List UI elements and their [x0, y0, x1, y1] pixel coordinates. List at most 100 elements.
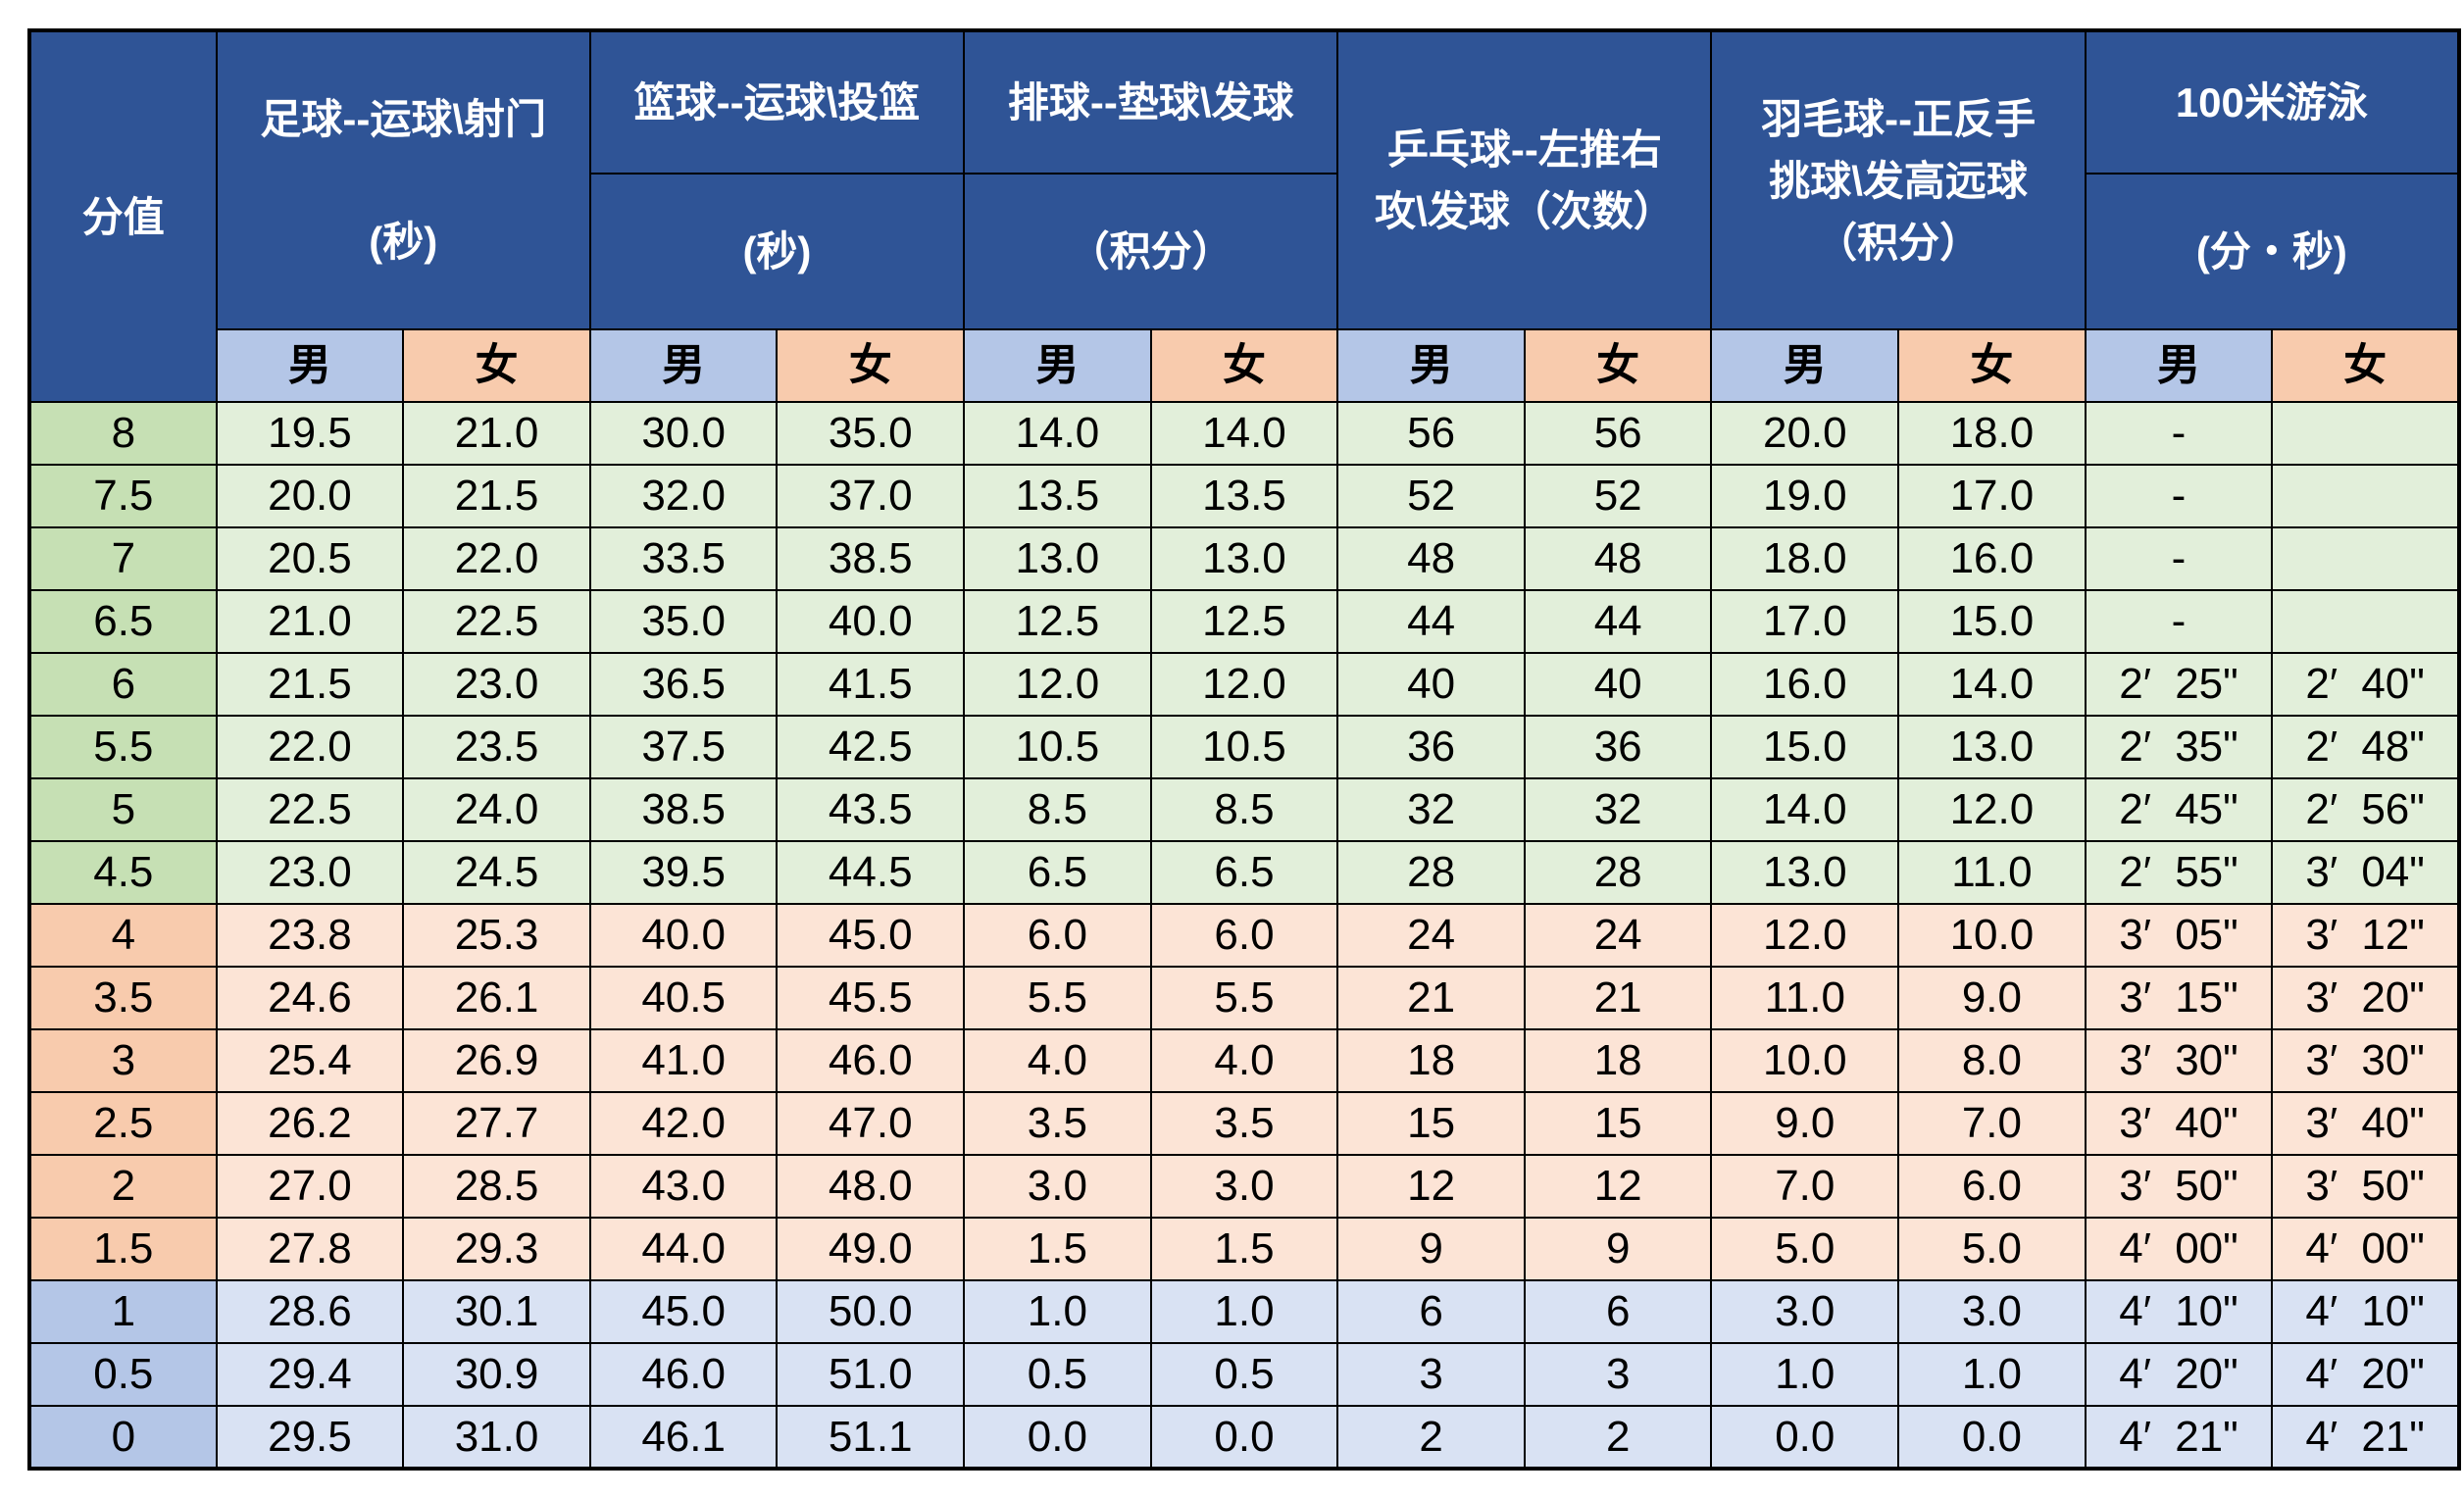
data-cell: 18 — [1336, 1028, 1526, 1093]
data-cell: 40.0 — [588, 903, 779, 968]
table-row-score-4: 4 23.8 25.3 40.0 45.0 6.0 6.0 24 24 12.0 10.0 3′ 05… — [28, 903, 2460, 968]
data-cell: 37.0 — [776, 464, 966, 528]
table-row-score-6.5: 6.5 21.0 22.5 35.0 40.0 12.5 12.5 44 44 17.0 15.0- — [28, 589, 2460, 654]
data-cell: 0.0 — [1149, 1405, 1339, 1470]
data-cell: 24 — [1336, 903, 1526, 968]
data-cell: 36 — [1523, 715, 1713, 779]
data-cell: - — [2084, 526, 2274, 591]
data-cell: 22.0 — [402, 526, 591, 591]
table-row-score-3.5: 3.5 24.6 26.1 40.5 45.5 5.5 5.5 21 21 11.0 9.0 3′ 1… — [28, 966, 2460, 1030]
data-cell: 44 — [1523, 589, 1713, 654]
gender-header-male-swimming: 男 — [2084, 328, 2274, 403]
data-cell: - — [2084, 589, 2274, 654]
data-cell: 31.0 — [402, 1405, 591, 1470]
data-cell: 26.2 — [215, 1091, 405, 1156]
data-cell: 14.0 — [1710, 777, 1900, 842]
gender-header-female-volleyball: 女 — [1149, 328, 1339, 403]
data-cell: 21 — [1523, 966, 1713, 1030]
data-cell: 1.5 — [1149, 1217, 1339, 1281]
table-row-score-0: 0 29.5 31.0 46.1 51.1 0.0 0.0 2 2 0.0 0.0 4′ 21" 4′ … — [28, 1405, 2460, 1470]
data-cell: 3.5 — [1149, 1091, 1339, 1156]
data-cell: 5.0 — [1710, 1217, 1900, 1281]
data-cell: 1.0 — [1710, 1342, 1900, 1407]
data-cell: 2′ 35" — [2084, 715, 2274, 779]
data-cell: 28 — [1523, 840, 1713, 905]
data-cell: 3.0 — [963, 1154, 1152, 1219]
data-cell: 45.0 — [776, 903, 966, 968]
data-cell: 18 — [1523, 1028, 1713, 1093]
data-cell: 29.5 — [215, 1405, 405, 1470]
data-cell: 22.5 — [215, 777, 405, 842]
data-cell: 43.0 — [588, 1154, 779, 1219]
group-title-line: 乒乓球--左推右 — [1386, 126, 1662, 173]
score-cell: 7 — [28, 526, 218, 591]
table-row-score-1: 1 28.6 30.1 45.0 50.0 1.0 1.0 6 6 3.0 3.0 4′ 10" 4′ … — [28, 1279, 2460, 1344]
data-cell: 22.5 — [402, 589, 591, 654]
header-row-groups: 分值 足球--运球\射门 (秒) 篮球--运球\投篮 排球--垫球\发球 乒乓球… — [28, 29, 2461, 403]
data-cell: 30.9 — [402, 1342, 591, 1407]
data-cell: 23.0 — [402, 652, 591, 717]
data-cell: 3′ 04" — [2271, 840, 2460, 905]
data-cell: 17.0 — [1710, 589, 1900, 654]
data-cell: 3′ 20" — [2271, 966, 2460, 1030]
data-cell: 11.0 — [1897, 840, 2087, 905]
data-cell: 5.0 — [1897, 1217, 2087, 1281]
data-cell: 36 — [1336, 715, 1526, 779]
data-cell: 6.0 — [963, 903, 1152, 968]
group-title-line: 攻\发球（次数） — [1375, 188, 1675, 234]
score-table: 分值 足球--运球\射门 (秒) 篮球--运球\投篮 排球--垫球\发球 乒乓球… — [27, 28, 2461, 1471]
data-cell: 6.5 — [963, 840, 1152, 905]
group-title-line: 足球--运球\射门 — [260, 96, 547, 142]
score-cell: 0.5 — [28, 1342, 218, 1407]
group-header-badminton-lines: 羽毛球--正反手 挑球\发高远球 （积分） — [1713, 88, 2083, 274]
data-cell: 3′ 50" — [2084, 1154, 2274, 1219]
data-cell — [2271, 464, 2460, 528]
data-cell — [2271, 589, 2460, 654]
data-cell: 1.5 — [963, 1217, 1152, 1281]
data-cell: 25.4 — [215, 1028, 405, 1093]
data-cell: 21 — [1336, 966, 1526, 1030]
data-cell: 51.0 — [776, 1342, 966, 1407]
score-cell: 5.5 — [28, 715, 218, 779]
data-cell: 15.0 — [1897, 589, 2087, 654]
data-cell: 6 — [1336, 1279, 1526, 1344]
data-cell: 35.0 — [776, 401, 966, 466]
data-cell: 0.0 — [1897, 1405, 2087, 1470]
data-cell: 15 — [1523, 1091, 1713, 1156]
data-cell: 26.1 — [402, 966, 591, 1030]
data-cell: 10.0 — [1897, 903, 2087, 968]
score-cell: 0 — [28, 1405, 218, 1470]
header-row-units: (秒) （积分） (分・秒) — [29, 173, 2461, 330]
data-cell: 45.5 — [776, 966, 966, 1030]
data-cell: 32 — [1336, 777, 1526, 842]
data-cell: 2′ 25" — [2084, 652, 2274, 717]
data-cell: 33.5 — [588, 526, 779, 591]
group-header-football: 足球--运球\射门 (秒) — [215, 29, 591, 330]
data-cell: 3.0 — [1710, 1279, 1900, 1344]
data-cell: 41.0 — [588, 1028, 779, 1093]
data-cell: 22.0 — [215, 715, 405, 779]
data-cell: 41.5 — [776, 652, 966, 717]
data-cell: 35.0 — [588, 589, 779, 654]
data-cell: 4′ 00" — [2084, 1217, 2274, 1281]
data-cell: 5.5 — [963, 966, 1152, 1030]
data-cell: 9.0 — [1710, 1091, 1900, 1156]
data-cell: 52 — [1523, 464, 1713, 528]
data-cell: 10.5 — [1149, 715, 1339, 779]
data-cell: 46.1 — [588, 1405, 779, 1470]
data-cell: - — [2084, 464, 2274, 528]
data-cell: 15 — [1336, 1091, 1526, 1156]
data-cell: 20.0 — [215, 464, 405, 528]
data-cell: 3 — [1336, 1342, 1526, 1407]
data-cell: 36.5 — [588, 652, 779, 717]
table-row-score-7.5: 7.5 20.0 21.5 32.0 37.0 13.5 13.5 52 52 19.0 17.0- — [28, 464, 2460, 528]
data-cell: 2 — [1336, 1405, 1526, 1470]
data-cell: 5.5 — [1149, 966, 1339, 1030]
score-cell: 1.5 — [28, 1217, 218, 1281]
score-cell: 2.5 — [28, 1091, 218, 1156]
gender-header-male-football: 男 — [215, 328, 405, 403]
data-cell: 8.0 — [1897, 1028, 2087, 1093]
data-cell: 3′ 40" — [2084, 1091, 2274, 1156]
data-cell — [2271, 401, 2460, 466]
data-cell: 4.0 — [1149, 1028, 1339, 1093]
